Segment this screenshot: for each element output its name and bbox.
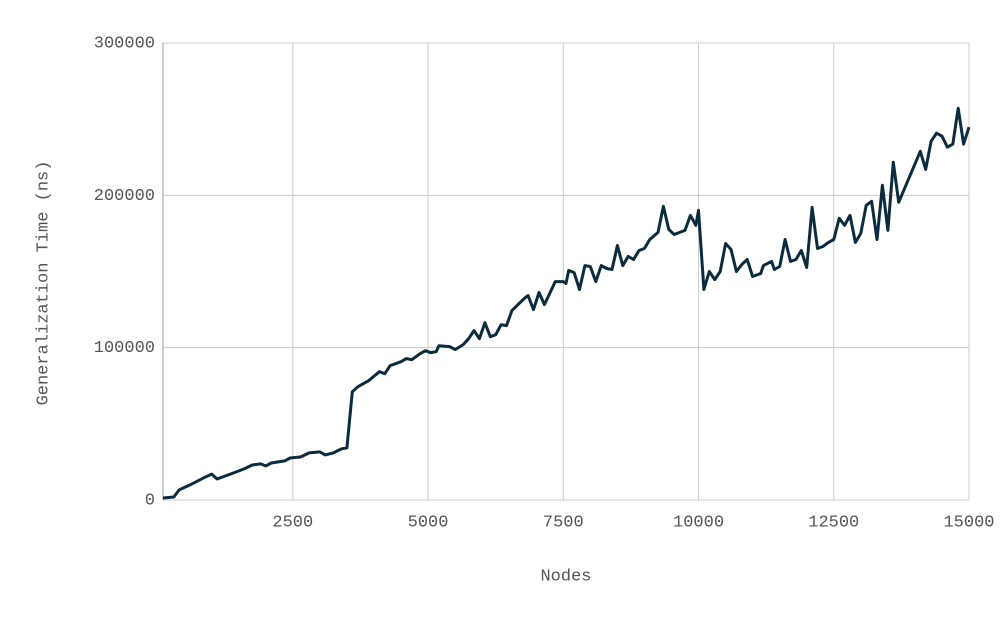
x-tick-label: 2500 [272, 513, 313, 532]
y-tick-label: 100000 [94, 339, 155, 358]
y-axis-label: Generalization Time (ns) [34, 161, 53, 406]
x-axis-label: Nodes [540, 567, 591, 586]
x-tick-label: 10000 [673, 513, 724, 532]
x-tick-label: 15000 [943, 513, 994, 532]
y-tick-label: 300000 [94, 34, 155, 53]
y-tick-label: 0 [145, 491, 155, 510]
x-tick-label: 5000 [408, 513, 449, 532]
x-tick-label: 12500 [808, 513, 859, 532]
x-tick-label: 7500 [543, 513, 584, 532]
y-tick-label: 200000 [94, 187, 155, 206]
data-line [162, 106, 971, 500]
